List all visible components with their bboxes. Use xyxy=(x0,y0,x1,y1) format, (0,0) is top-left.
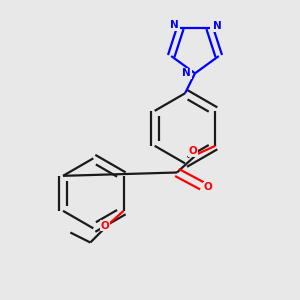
Text: N: N xyxy=(213,21,221,32)
Text: O: O xyxy=(100,221,109,231)
Text: N: N xyxy=(170,20,179,30)
Text: O: O xyxy=(204,182,212,193)
Text: O: O xyxy=(189,146,197,157)
Text: N: N xyxy=(182,68,191,78)
